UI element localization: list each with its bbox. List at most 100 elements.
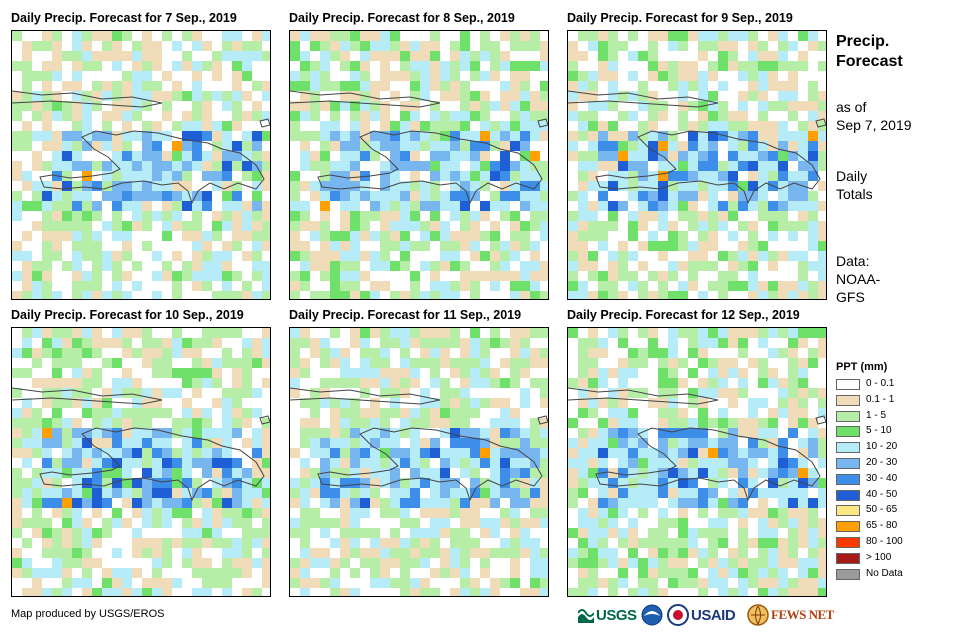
precip-cell: [668, 538, 678, 548]
precip-cell: [808, 528, 818, 538]
precip-cell: [262, 578, 270, 588]
precip-cell: [82, 161, 92, 171]
precip-cell: [370, 141, 380, 151]
precip-cell: [92, 458, 102, 468]
precip-cell: [738, 181, 748, 191]
precip-cell: [62, 398, 72, 408]
precip-cell: [310, 408, 320, 418]
precip-cell: [290, 488, 300, 498]
precip-cell: [530, 478, 540, 488]
precip-cell: [758, 528, 768, 538]
precip-cell: [162, 488, 172, 498]
precip-cell: [648, 398, 658, 408]
precip-cell: [192, 528, 202, 538]
precip-cell: [798, 438, 808, 448]
precip-cell: [212, 121, 222, 131]
precip-cell: [222, 348, 232, 358]
precip-cell: [688, 538, 698, 548]
precip-cell: [798, 201, 808, 211]
precip-cell: [798, 358, 808, 368]
precip-cell: [500, 141, 510, 151]
precip-cell: [510, 538, 520, 548]
precip-cell: [400, 181, 410, 191]
precip-cell: [370, 328, 380, 338]
precip-cell: [578, 438, 588, 448]
precip-cell: [578, 161, 588, 171]
precip-cell: [470, 338, 480, 348]
precip-cell: [82, 518, 92, 528]
precip-cell: [182, 528, 192, 538]
cuba-outline: [568, 387, 719, 405]
precip-cell: [568, 111, 578, 121]
precip-cell: [440, 408, 450, 418]
precip-cell: [818, 41, 826, 51]
precip-cell: [430, 528, 440, 538]
precip-cell: [798, 281, 808, 291]
precip-cell: [698, 261, 708, 271]
precip-cell: [638, 261, 648, 271]
precip-cell: [82, 101, 92, 111]
precip-cell: [530, 111, 540, 121]
precip-cell: [300, 271, 310, 281]
precip-cell: [420, 41, 430, 51]
precip-cell: [320, 578, 330, 588]
precip-cell: [262, 498, 270, 508]
precip-cell: [330, 578, 340, 588]
precip-cell: [798, 458, 808, 468]
precip-cell: [608, 478, 618, 488]
precip-cell: [320, 558, 330, 568]
precip-cell: [460, 438, 470, 448]
legend-swatch: [836, 521, 860, 533]
precip-cell: [698, 388, 708, 398]
precip-cell: [500, 338, 510, 348]
precip-cell: [618, 291, 628, 299]
precip-cell: [628, 161, 638, 171]
precip-cell: [520, 81, 530, 91]
precip-cell: [360, 51, 370, 61]
precip-cell: [430, 338, 440, 348]
precip-cell: [112, 378, 122, 388]
precip-cell: [678, 111, 688, 121]
precip-cell: [12, 418, 22, 428]
precip-cell: [172, 388, 182, 398]
precip-cell: [648, 141, 658, 151]
precip-cell: [52, 251, 62, 261]
precip-cell: [340, 251, 350, 261]
precip-cell: [628, 281, 638, 291]
precip-cell: [262, 438, 270, 448]
precip-cell: [340, 101, 350, 111]
precip-cell: [708, 141, 718, 151]
precip-cell: [252, 388, 262, 398]
precip-cell: [500, 408, 510, 418]
precip-cell: [688, 101, 698, 111]
precip-cell: [410, 438, 420, 448]
precip-cell: [370, 378, 380, 388]
precip-cell: [688, 151, 698, 161]
precip-cell: [320, 498, 330, 508]
precip-cell: [718, 181, 728, 191]
precip-cell: [42, 91, 52, 101]
precip-cell: [490, 101, 500, 111]
precip-cell: [460, 578, 470, 588]
precip-cell: [300, 398, 310, 408]
precip-cell: [390, 31, 400, 41]
precip-cell: [232, 328, 242, 338]
precip-cell: [718, 221, 728, 231]
precip-cell: [470, 398, 480, 408]
precip-cell: [808, 578, 818, 588]
precip-cell: [380, 378, 390, 388]
precip-cell: [768, 251, 778, 261]
precip-cell: [568, 81, 578, 91]
precip-cell: [370, 201, 380, 211]
precip-cell: [172, 428, 182, 438]
precip-cell: [152, 468, 162, 478]
precip-cell: [540, 458, 548, 468]
precip-cell: [370, 91, 380, 101]
precip-cell: [490, 201, 500, 211]
precip-cell: [122, 201, 132, 211]
precip-cell: [132, 498, 142, 508]
precip-cell: [152, 271, 162, 281]
precip-cell: [658, 588, 668, 596]
precip-cell: [530, 538, 540, 548]
precip-cell: [300, 221, 310, 231]
